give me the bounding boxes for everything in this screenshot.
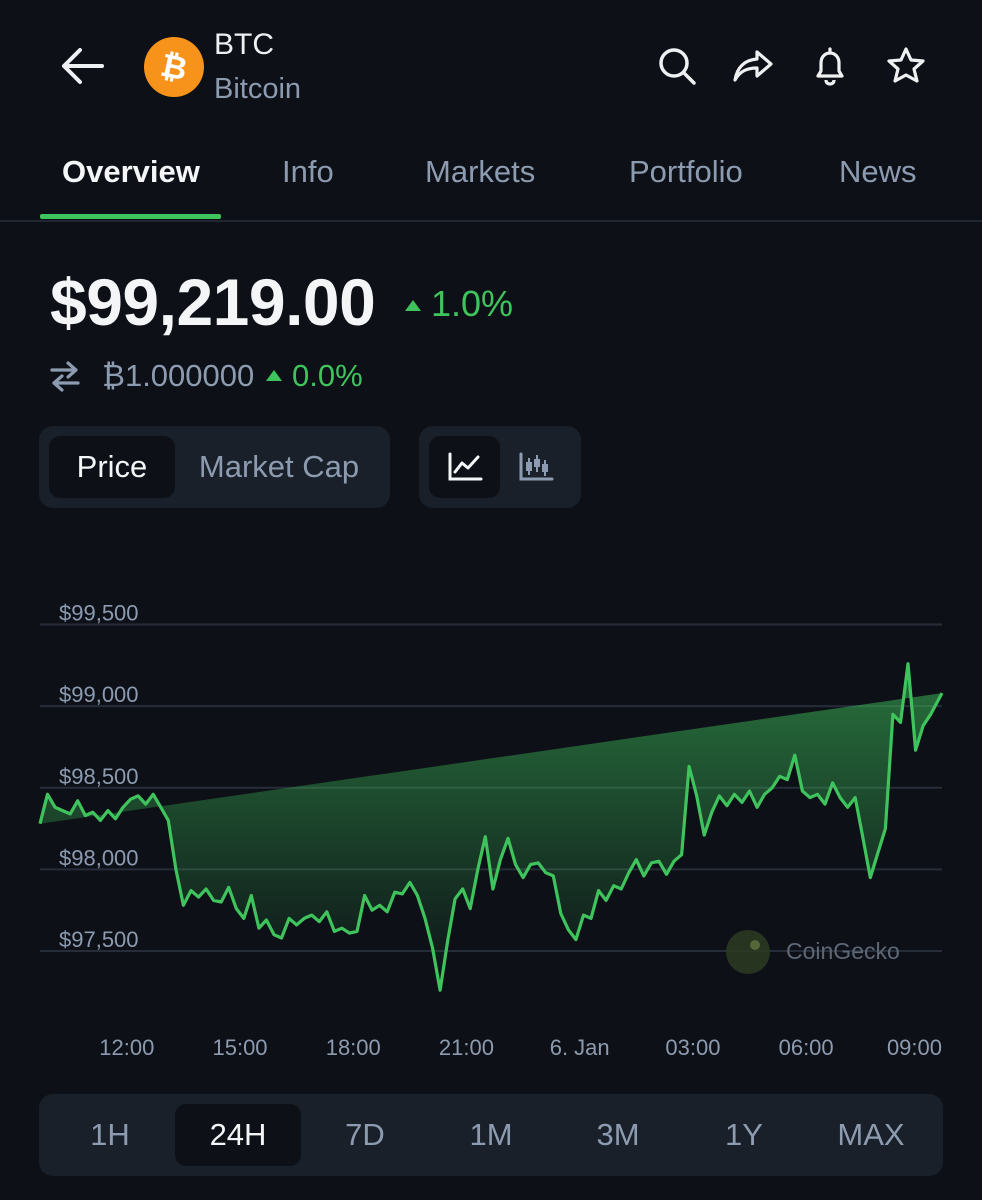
star-icon[interactable] <box>884 44 928 88</box>
range-3m-button[interactable]: 3M <box>596 1117 640 1152</box>
range-7d-button[interactable]: 7D <box>345 1117 385 1152</box>
x-tick-label: 6. Jan <box>550 1035 610 1060</box>
y-tick-label: $98,000 <box>59 845 139 870</box>
tab-overview[interactable]: Overview <box>62 154 200 189</box>
x-tick-label: 12:00 <box>99 1035 154 1060</box>
price-toggle-button[interactable]: Price <box>49 436 175 498</box>
active-tab-indicator <box>40 214 221 219</box>
tab-portfolio[interactable]: Portfolio <box>629 154 743 189</box>
x-tick-label: 03:00 <box>665 1035 720 1060</box>
coingecko-watermark: CoinGecko <box>726 930 900 974</box>
gecko-logo-icon <box>726 930 770 974</box>
range-1h-button[interactable]: 1H <box>90 1117 130 1152</box>
price-chart[interactable]: CoinGecko $99,500 $99,000 $98,500 $98,000 $9… <box>0 600 982 1070</box>
current-price: $99,219.00 <box>50 265 376 339</box>
tab-info[interactable]: Info <box>282 154 334 189</box>
up-triangle-icon <box>266 370 282 381</box>
time-range-selector: 1H 24H 7D 1M 3M 1Y MAX <box>39 1094 943 1176</box>
line-chart-button[interactable] <box>429 436 500 498</box>
range-24h-button[interactable]: 24H <box>175 1104 301 1166</box>
swap-arrows-icon <box>50 361 80 392</box>
btc-price-change-value: 0.0% <box>292 358 363 393</box>
up-triangle-icon <box>405 300 421 311</box>
line-chart-icon <box>448 452 482 481</box>
tab-markets[interactable]: Markets <box>425 154 536 189</box>
app-header: ₿ BTC Bitcoin <box>0 0 982 130</box>
x-tick-label: 06:00 <box>779 1035 834 1060</box>
btc-price-value: ₿1.000000 <box>102 358 255 393</box>
logo-glyph: ₿ <box>157 46 190 89</box>
x-tick-label: 09:00 <box>887 1035 942 1060</box>
range-max-button[interactable]: MAX <box>837 1117 905 1152</box>
range-1y-button[interactable]: 1Y <box>725 1117 763 1152</box>
x-tick-label: 21:00 <box>439 1035 494 1060</box>
metric-toggle: Price Market Cap <box>39 426 390 508</box>
range-1m-button[interactable]: 1M <box>469 1117 513 1152</box>
x-tick-label: 18:00 <box>326 1035 381 1060</box>
price-change: 1.0% <box>405 283 513 325</box>
x-tick-label: 15:00 <box>212 1035 267 1060</box>
price-line <box>38 662 944 992</box>
chart-style-toggle <box>419 426 581 508</box>
y-tick-label: $98,500 <box>59 764 139 789</box>
coin-name: Bitcoin <box>214 73 302 105</box>
back-arrow-icon[interactable] <box>58 44 106 88</box>
share-icon[interactable] <box>731 44 775 88</box>
bitcoin-logo-icon: ₿ <box>144 37 204 97</box>
market-cap-toggle-button[interactable]: Market Cap <box>198 449 360 484</box>
price-area-fill <box>40 663 942 991</box>
coin-symbol: BTC <box>214 28 274 61</box>
y-tick-label: $99,000 <box>59 682 139 707</box>
price-change-value: 1.0% <box>431 283 514 324</box>
tab-bar: Overview Info Markets Portfolio News <box>0 130 982 222</box>
watermark-text: CoinGecko <box>786 938 900 964</box>
candlestick-chart-icon <box>519 452 553 481</box>
candlestick-chart-button[interactable] <box>500 436 571 498</box>
bell-icon[interactable] <box>808 44 852 88</box>
search-icon[interactable] <box>655 44 699 88</box>
y-tick-label: $97,500 <box>59 927 139 952</box>
tab-news[interactable]: News <box>839 154 917 189</box>
y-tick-label: $99,500 <box>59 600 139 625</box>
btc-price-change: 0.0% <box>266 358 363 394</box>
